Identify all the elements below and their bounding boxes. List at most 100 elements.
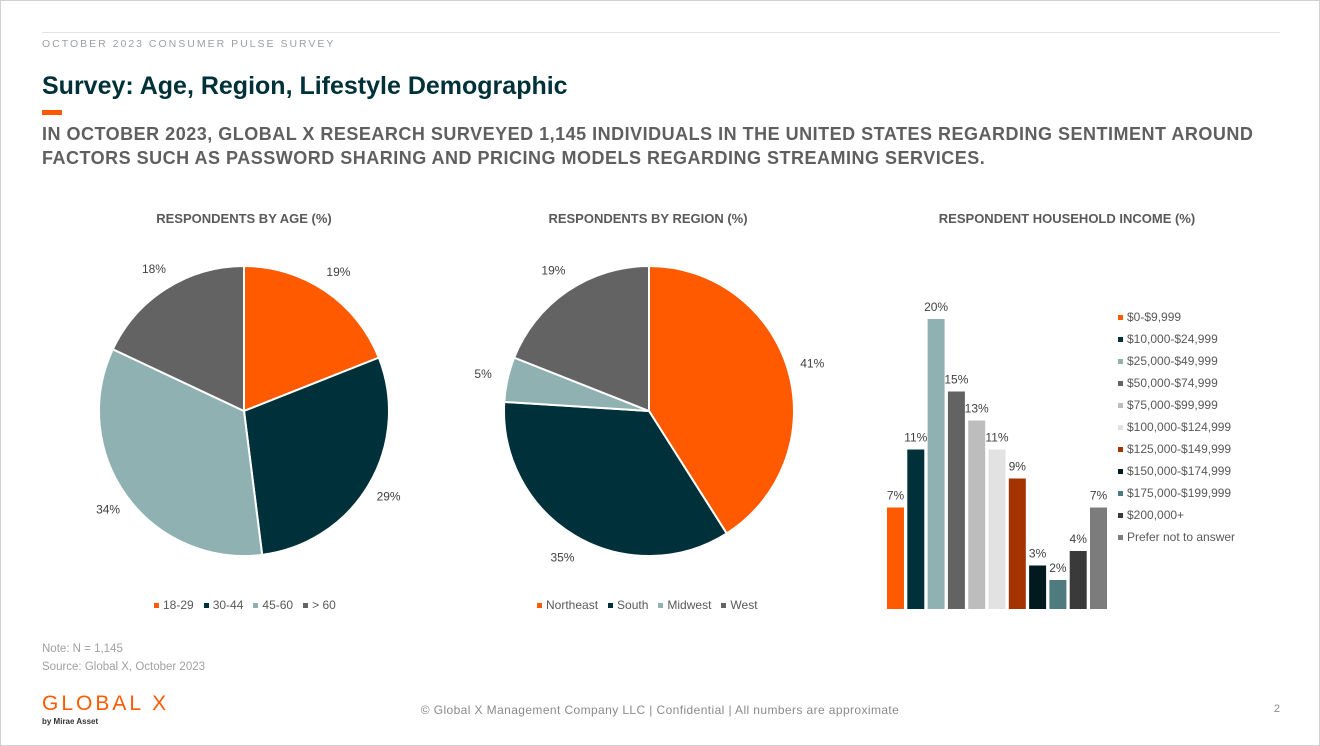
- page-subtitle: IN OCTOBER 2023, GLOBAL X RESEARCH SURVE…: [42, 124, 1254, 168]
- income-bar-label-2: 20%: [924, 300, 948, 314]
- income-legend-swatch-10: [1118, 534, 1123, 540]
- income-legend-item-10: Prefer not to answer: [1118, 526, 1235, 548]
- age-legend-label-2: 45-60: [262, 598, 294, 612]
- income-legend-swatch-1: [1118, 336, 1123, 342]
- income-legend-swatch-9: [1118, 512, 1123, 518]
- income-legend-item-2: $25,000-$49,999: [1118, 350, 1235, 372]
- income-bar-label-8: 2%: [1049, 561, 1067, 575]
- income-legend-item-6: $125,000-$149,999: [1118, 438, 1235, 460]
- age-legend-swatch-2: [253, 602, 259, 608]
- region-legend-label-3: West: [730, 598, 758, 612]
- age-slice-1: [242, 356, 390, 556]
- income-legend-label-1: $10,000-$24,999: [1127, 332, 1218, 346]
- income-bar-3: [947, 391, 965, 609]
- age-chart-title: RESPONDENTS BY AGE (%): [156, 211, 332, 226]
- region-slice-1: [503, 400, 729, 557]
- survey-kicker: OCTOBER 2023 CONSUMER PULSE SURVEY: [42, 38, 336, 50]
- income-legend-item-5: $100,000-$124,999: [1118, 416, 1235, 438]
- income-legend-item-9: $200,000+: [1118, 504, 1235, 526]
- income-legend-swatch-2: [1118, 358, 1123, 364]
- region-slice-label-0: 41%: [800, 357, 824, 371]
- age-slice-label-2: 34%: [96, 503, 120, 517]
- income-bar-5: [988, 449, 1006, 609]
- age-legend-label-1: 30-44: [212, 598, 244, 612]
- region-legend-item-3: West: [721, 598, 758, 612]
- age-legend-item-2: 45-60: [253, 598, 293, 612]
- region-chart-title: RESPONDENTS BY REGION (%): [548, 211, 748, 226]
- source-text: Source: Global X, October 2023: [42, 661, 206, 673]
- income-legend-swatch-8: [1118, 490, 1123, 496]
- income-bar-6: [1008, 478, 1026, 609]
- income-bar-label-4: 13%: [965, 402, 989, 416]
- income-legend-label-8: $175,000-$199,999: [1127, 486, 1232, 500]
- income-bar-label-9: 4%: [1070, 532, 1088, 546]
- income-bar-label-3: 15%: [944, 373, 968, 387]
- page-title: Survey: Age, Region, Lifestyle Demograph…: [42, 72, 568, 100]
- region-legend-swatch-3: [721, 602, 727, 608]
- age-legend: 18-29 30-44 45-60 > 60: [154, 598, 336, 612]
- income-legend-swatch-6: [1118, 446, 1123, 452]
- age-slice-3: [111, 264, 245, 413]
- logo-subtitle: by Mirae Asset: [42, 717, 99, 726]
- income-bar-1: [907, 449, 925, 609]
- title-accent-bar: [42, 110, 62, 115]
- region-slice-label-3: 19%: [541, 263, 565, 277]
- income-legend: $0-$9,999 $10,000-$24,999 $25,000-$49,999 $…: [1118, 306, 1235, 548]
- income-legend-item-1: $10,000-$24,999: [1118, 328, 1235, 350]
- region-slice-3: [512, 264, 650, 413]
- region-slice-label-2: 5%: [474, 367, 492, 381]
- income-bar-label-0: 7%: [887, 489, 905, 503]
- income-chart-title: RESPONDENT HOUSEHOLD INCOME (%): [938, 211, 1196, 226]
- note-text: Note: N = 1,145: [42, 643, 123, 655]
- income-bar-label-10: 7%: [1090, 489, 1108, 503]
- income-bar-0: [887, 507, 904, 609]
- global-x-logo: GLOBAL X: [42, 692, 170, 715]
- region-legend-label-0: Northeast: [546, 598, 599, 612]
- income-legend-swatch-3: [1118, 380, 1123, 386]
- income-legend-item-7: $150,000-$174,999: [1118, 460, 1235, 482]
- footer-disclaimer: © Global X Management Company LLC | Conf…: [420, 703, 900, 717]
- region-slice-label-1: 35%: [550, 550, 574, 564]
- region-legend: Northeast South Midwest West: [537, 598, 758, 612]
- age-legend-item-1: 30-44: [203, 598, 244, 612]
- income-legend-item-0: $0-$9,999: [1118, 306, 1235, 328]
- region-legend-swatch-0: [537, 602, 542, 608]
- income-bar-9: [1069, 551, 1087, 609]
- income-legend-swatch-5: [1118, 424, 1123, 430]
- region-legend-item-2: Midwest: [658, 598, 711, 612]
- header-rule: [42, 32, 1280, 33]
- income-bar-4: [968, 420, 986, 609]
- age-legend-swatch-3: [303, 602, 309, 608]
- age-legend-swatch-0: [154, 602, 159, 608]
- age-legend-label-0: 18-29: [163, 598, 194, 612]
- income-legend-item-4: $75,000-$99,999: [1118, 394, 1235, 416]
- page-number: 2: [1273, 703, 1280, 715]
- income-legend-label-0: $0-$9,999: [1127, 310, 1182, 324]
- income-legend-swatch-4: [1118, 402, 1123, 408]
- income-bar-8: [1049, 580, 1067, 609]
- income-legend-item-8: $175,000-$199,999: [1118, 482, 1235, 504]
- income-bar-10: [1090, 507, 1107, 609]
- income-legend-label-10: Prefer not to answer: [1127, 530, 1236, 544]
- age-slice-label-1: 29%: [377, 490, 401, 504]
- age-legend-item-3: > 60: [303, 598, 336, 612]
- income-legend-label-7: $150,000-$174,999: [1127, 464, 1232, 478]
- income-legend-label-5: $100,000-$124,999: [1127, 420, 1232, 434]
- region-legend-label-2: Midwest: [667, 598, 712, 612]
- income-legend-label-6: $125,000-$149,999: [1127, 442, 1232, 456]
- income-bar-2: [927, 319, 945, 609]
- income-bar-label-7: 3%: [1029, 547, 1047, 561]
- income-legend-item-3: $50,000-$74,999: [1118, 372, 1235, 394]
- income-bar-label-1: 11%: [904, 431, 927, 445]
- income-bar-label-6: 9%: [1009, 460, 1027, 474]
- age-legend-item-0: 18-29: [154, 598, 194, 612]
- region-legend-swatch-1: [608, 602, 614, 608]
- region-legend-item-1: South: [608, 598, 648, 612]
- income-bar-7: [1029, 565, 1047, 609]
- income-legend-label-3: $50,000-$74,999: [1127, 376, 1218, 390]
- region-legend-item-0: Northeast: [537, 598, 598, 612]
- age-legend-label-3: > 60: [312, 598, 336, 612]
- age-slice-label-0: 19%: [326, 265, 350, 279]
